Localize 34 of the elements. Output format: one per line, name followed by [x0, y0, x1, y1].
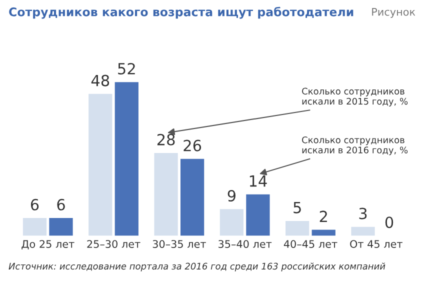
x-tick-label: 25–30 лет: [87, 240, 140, 248]
data-label: 48: [91, 74, 110, 86]
text: Источник: исследование портала за 2016 год среди 163 российских компаний: [8, 262, 386, 272]
data-label: 3: [359, 208, 367, 220]
data-label: 2: [320, 210, 327, 222]
bar: [154, 152, 178, 236]
x-tick-label: До 25 лет: [22, 240, 74, 250]
bar: [114, 82, 138, 236]
x-tick-label: 35–40 лет: [218, 240, 272, 248]
bar: [220, 209, 244, 236]
data-label: 6: [30, 198, 39, 210]
data-label: 52: [118, 62, 135, 75]
bar: [312, 230, 336, 236]
bar: [286, 220, 310, 236]
bar: [246, 194, 270, 236]
x-tick-label: 30–35 лет: [152, 240, 206, 248]
bar: [88, 94, 112, 236]
data-label: 9: [228, 190, 236, 202]
x-tick-label: 40–45 лет: [284, 240, 338, 248]
data-label: 5: [294, 202, 301, 214]
x-tick-label: От 45 лет: [350, 240, 402, 248]
bar: [49, 218, 73, 236]
data-label: 26: [184, 140, 202, 152]
bar: [22, 218, 47, 236]
annotation: Сколько сотрудников искали в 2016 году, %: [302, 136, 408, 156]
annotation: Сколько сотрудников искали в 2015 году, %: [302, 88, 408, 106]
chart-subtitle: Рисунок: [372, 8, 416, 18]
bar: [180, 158, 204, 236]
bar: [351, 226, 375, 236]
data-label: 0: [385, 216, 394, 228]
data-label: 6: [57, 198, 65, 210]
chart-title: Сотрудников какого возраста ищут работодатели: [9, 6, 354, 19]
data-label: 14: [250, 175, 267, 187]
data-label: 28: [157, 134, 175, 146]
